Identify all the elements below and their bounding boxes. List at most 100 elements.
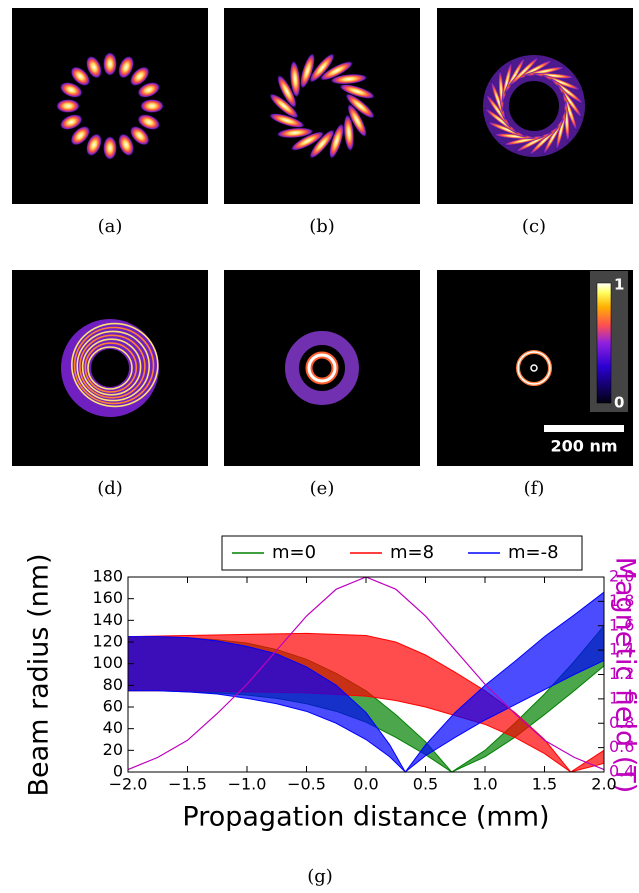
petal [103, 52, 117, 76]
y2-tick-label: 0.4 [609, 762, 634, 781]
ring [87, 346, 133, 390]
x-tick-label: −1.5 [168, 775, 207, 794]
petal [309, 53, 335, 83]
panel-c [437, 8, 633, 204]
ring [84, 342, 138, 393]
colorbar [596, 282, 612, 404]
y-tick-label: 120 [92, 632, 123, 651]
y2-tick-label: 1.0 [609, 688, 634, 707]
ring [517, 351, 551, 385]
petal [276, 127, 315, 139]
x-tick-label: 2.0 [591, 775, 616, 794]
petal [140, 99, 164, 113]
petal [338, 84, 376, 99]
y-tick-label: 60 [103, 697, 123, 716]
petal [531, 72, 576, 79]
x-tick-label: 1.5 [532, 775, 557, 794]
petal [129, 66, 150, 87]
scale-bar-label: 200 nm [550, 437, 617, 456]
y2-tick-label: 0.8 [609, 713, 634, 732]
y-tick-label: 0 [113, 762, 123, 781]
y2-tick-label: 1.2 [609, 664, 634, 683]
petal [56, 99, 80, 113]
petal [347, 103, 367, 138]
legend-label: m=0 [272, 542, 316, 563]
x-tick-label: −0.5 [287, 775, 326, 794]
petal [118, 55, 135, 79]
caption: (e) [310, 478, 335, 499]
x-tick-label: 0.0 [353, 775, 378, 794]
y2-tick-label: 1.8 [609, 591, 634, 610]
panel-d [12, 270, 208, 466]
ring [73, 326, 155, 405]
y-tick-label: 140 [92, 610, 123, 629]
legend-label: m=8 [390, 542, 434, 563]
ring [71, 322, 159, 408]
petal [329, 73, 368, 85]
y-tick-label: 100 [92, 653, 123, 672]
ring [76, 330, 150, 402]
colorbar-label: 0 [614, 394, 624, 412]
halo [285, 331, 359, 405]
x-tick-label: −1.0 [228, 775, 267, 794]
caption: (b) [309, 216, 335, 237]
x-tick-label: −2.0 [109, 775, 148, 794]
y2-tick-label: 0.6 [609, 737, 634, 756]
petal [343, 113, 355, 152]
y-tick-label: 20 [103, 740, 123, 759]
y2-tick-label: 2.0 [609, 567, 634, 586]
petal [329, 122, 344, 160]
petal [59, 81, 83, 98]
petal [268, 113, 306, 128]
petal [103, 136, 117, 160]
petal [290, 131, 325, 151]
petal [137, 81, 161, 98]
panel-b [224, 8, 420, 204]
petal [59, 114, 83, 131]
petal [129, 125, 150, 146]
petal [70, 125, 91, 146]
petal [277, 74, 297, 109]
ring [79, 334, 146, 399]
x-tick-label: 0.5 [413, 775, 438, 794]
x-tick-label: 1.0 [472, 775, 497, 794]
y-tick-label: 160 [92, 588, 123, 607]
caption: (a) [98, 216, 123, 237]
legend-label: m=-8 [508, 542, 559, 563]
y-tick-label: 80 [103, 675, 123, 694]
caption: (d) [97, 478, 123, 499]
petal [85, 55, 102, 79]
x-axis-label: Propagation distance (mm) [182, 802, 549, 833]
halo [61, 319, 159, 417]
y2-axis-label: Magnetic field (T) [610, 557, 639, 794]
petal [492, 133, 537, 140]
petal [118, 133, 135, 157]
legend [221, 535, 583, 571]
colorbar-label: 1 [614, 276, 624, 294]
petal [85, 133, 102, 157]
panel-a [12, 8, 208, 204]
caption: (f) [524, 478, 545, 499]
y2-tick-label: 1.4 [609, 640, 634, 659]
petal [137, 114, 161, 131]
y2-tick-label: 1.6 [609, 615, 634, 634]
ring [530, 364, 538, 372]
petal [70, 66, 91, 87]
petal [289, 60, 301, 99]
caption: (c) [522, 216, 546, 237]
y-axis-label: Beam radius (nm) [24, 553, 55, 796]
petal [319, 61, 354, 81]
petal [345, 93, 375, 119]
scale-bar [544, 425, 624, 432]
petal [300, 52, 315, 90]
petal [269, 93, 299, 119]
y-tick-label: 180 [92, 567, 123, 586]
petal [508, 55, 540, 87]
caption: (g) [307, 866, 333, 887]
y-tick-label: 40 [103, 718, 123, 737]
petal [309, 129, 335, 159]
panels [12, 8, 633, 466]
panel-e [224, 270, 420, 466]
